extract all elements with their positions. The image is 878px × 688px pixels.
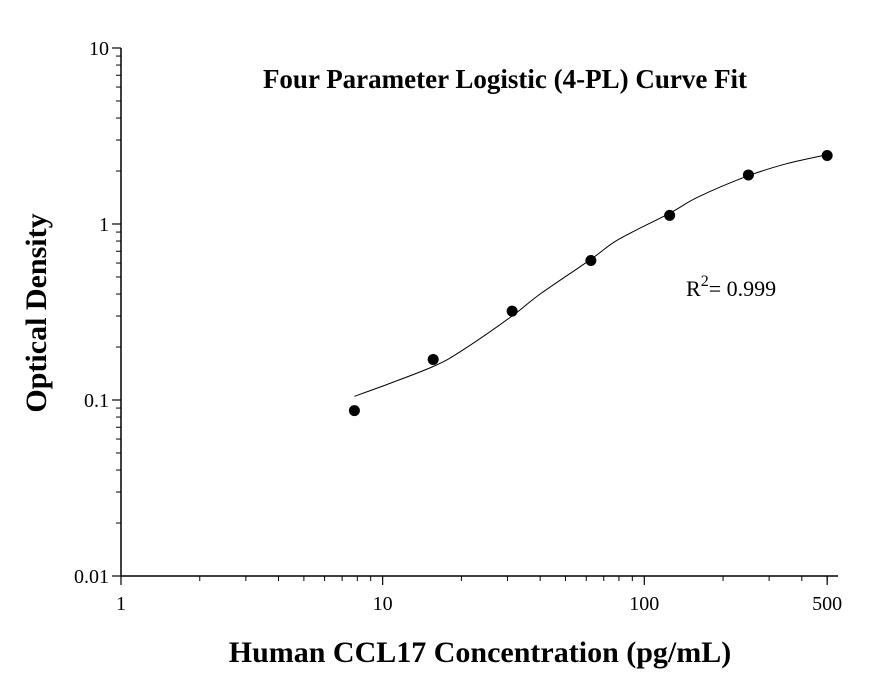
- data-point: [427, 353, 439, 365]
- r-squared-value: = 0.999: [709, 276, 776, 301]
- data-point: [506, 305, 518, 317]
- chart-title: Four Parameter Logistic (4-PL) Curve Fit: [263, 64, 747, 94]
- data-point: [664, 209, 676, 221]
- data-point: [348, 405, 360, 417]
- r-squared-superscript: 2: [701, 273, 709, 290]
- y-tick-label: 0.1: [84, 390, 109, 412]
- x-tick-label: 10: [373, 593, 393, 615]
- ticks: 1 10 100 500 0.01 0.1 1 10: [74, 38, 842, 615]
- y-axis-label: Optical Density: [20, 213, 53, 412]
- y-tick-label: 1: [99, 214, 109, 236]
- y-tick-label: 10: [89, 38, 109, 60]
- y-tick-label: 0.01: [74, 566, 109, 588]
- data-point: [742, 169, 754, 181]
- data-point: [821, 150, 833, 162]
- axes: [120, 48, 838, 577]
- x-tick-label: 1: [116, 593, 126, 615]
- r-squared-prefix: R: [686, 276, 701, 301]
- x-tick-label: 100: [629, 593, 659, 615]
- data-points: [348, 150, 833, 417]
- data-point: [585, 255, 597, 267]
- x-axis-label: Human CCL17 Concentration (pg/mL): [229, 636, 732, 669]
- r-squared-annotation: R2= 0.999: [686, 273, 776, 301]
- x-tick-label: 500: [812, 593, 842, 615]
